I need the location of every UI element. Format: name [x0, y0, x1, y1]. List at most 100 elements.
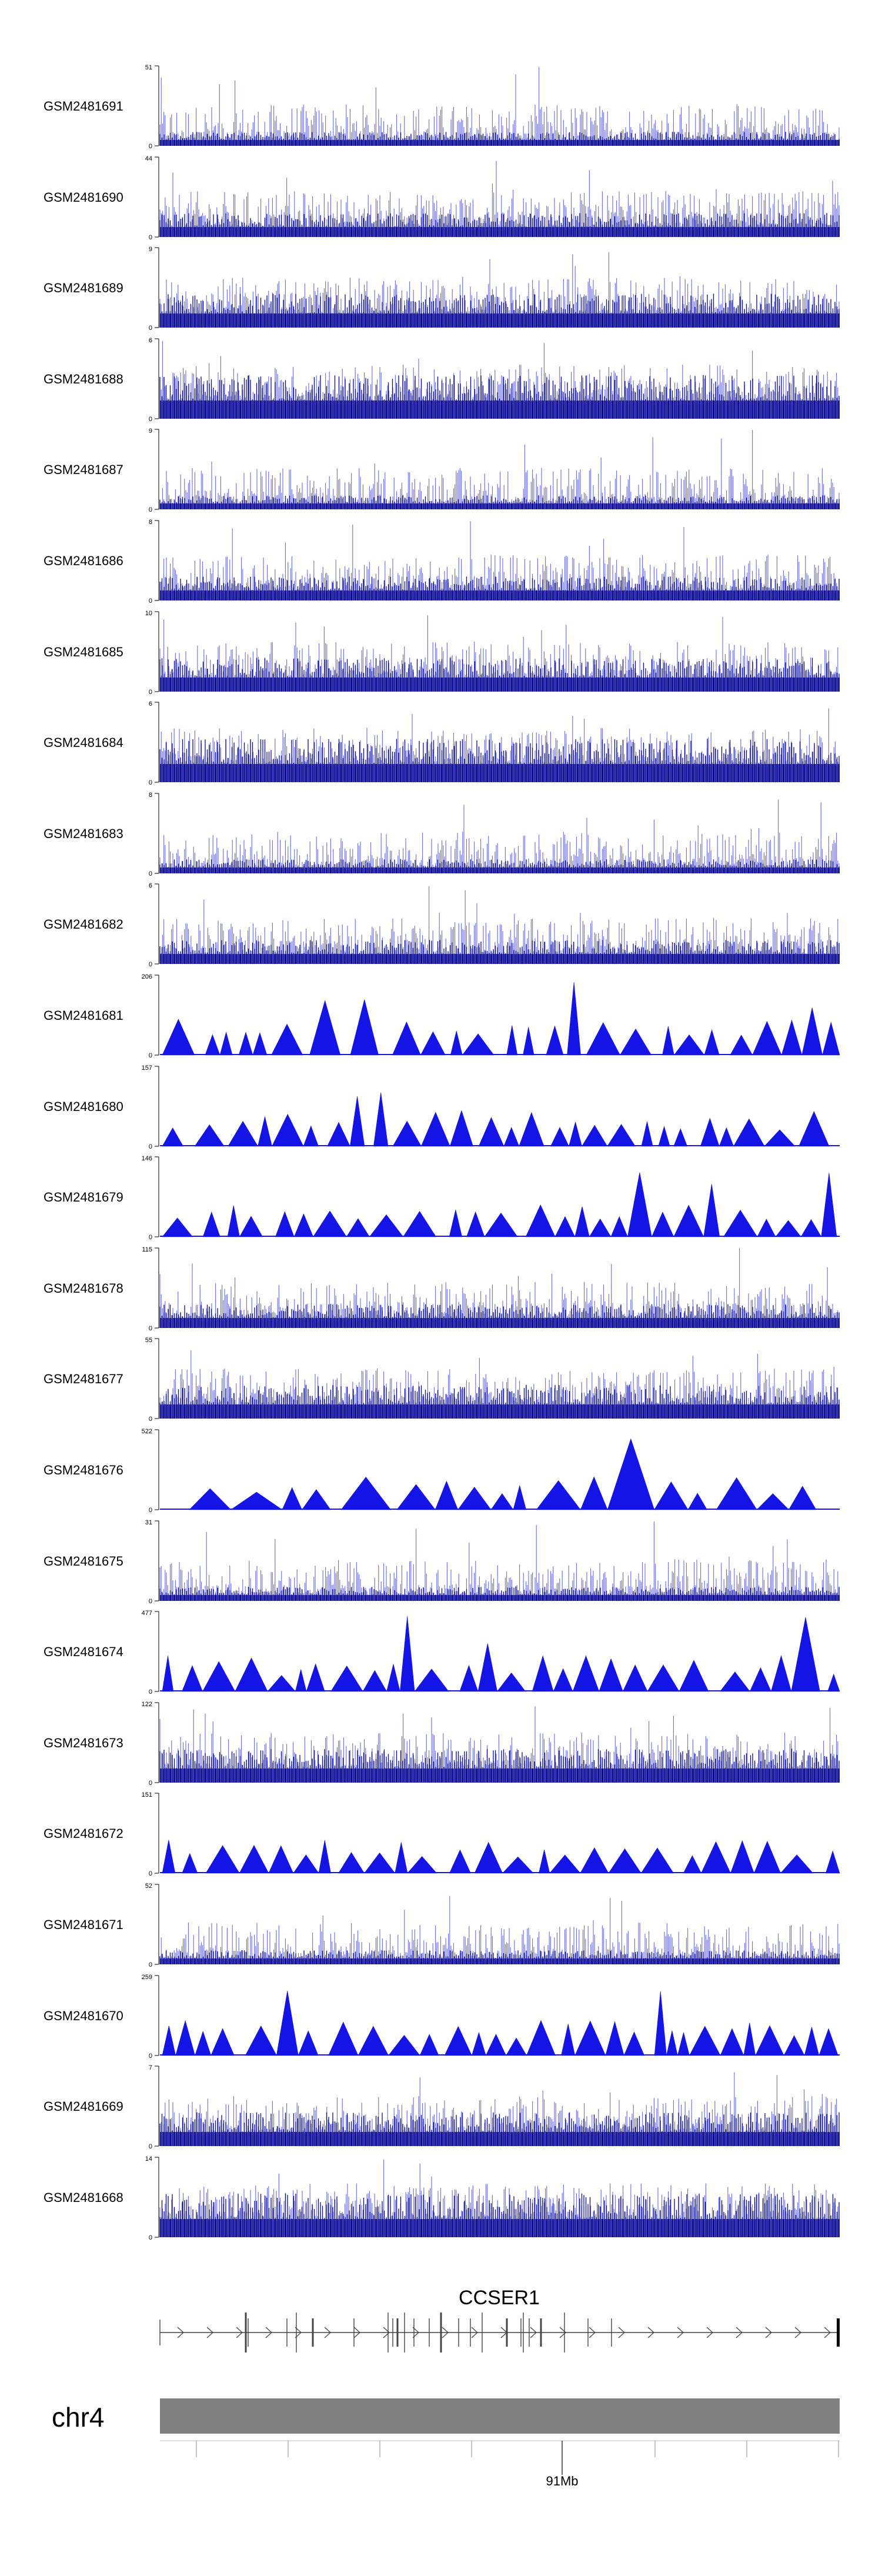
- track-label: GSM2481688: [44, 372, 123, 386]
- strand-arrow: [530, 2327, 537, 2338]
- track-GSM2481678: GSM2481678 115 0: [44, 1246, 840, 1332]
- signal-bars-dense: [159, 1749, 840, 1783]
- track-y-max-label: 52: [145, 1883, 152, 1890]
- track-GSM2481671: GSM2481671 52 0: [44, 1883, 840, 1968]
- signal-bars: [159, 430, 840, 509]
- track-label: GSM2481691: [44, 99, 123, 114]
- track-y-min-label: 0: [149, 1598, 152, 1605]
- signal-bars-dense: [159, 132, 840, 146]
- track-label: GSM2481673: [44, 1736, 123, 1750]
- track-y-max-label: 259: [142, 1974, 152, 1981]
- gene-track: CCSER1: [159, 2287, 840, 2353]
- track-y-min-label: 0: [149, 598, 152, 605]
- gene-name-label: CCSER1: [459, 2287, 540, 2309]
- signal-bars-dense: [159, 2112, 840, 2146]
- track-y-max-label: 146: [142, 1155, 152, 1162]
- genome-axis: 91Mb: [160, 2440, 840, 2488]
- strand-arrow: [794, 2327, 801, 2338]
- track-y-min-label: 0: [149, 1143, 152, 1150]
- signal-bars: [159, 886, 840, 964]
- axis-major-tick-label: 91Mb: [546, 2474, 578, 2488]
- signal-peaks: [162, 1840, 840, 1874]
- signal-bars: [159, 161, 840, 237]
- signal-bars: [159, 520, 840, 600]
- track-y-min-label: 0: [149, 779, 152, 786]
- track-label: GSM2481687: [44, 462, 123, 477]
- signal-bars-dense: [159, 1304, 840, 1328]
- track-y-min-label: 0: [149, 1870, 152, 1877]
- track-GSM2481691: GSM2481691 51 0: [44, 64, 840, 150]
- track-y-min-label: 0: [149, 1234, 152, 1241]
- track-y-min-label: 0: [149, 325, 152, 332]
- track-y-max-label: 6: [149, 337, 152, 344]
- track-y-max-label: 7: [149, 2064, 152, 2071]
- track-y-max-label: 122: [142, 1701, 152, 1708]
- track-y-max-label: 8: [149, 519, 152, 526]
- track-y-max-label: 477: [142, 1610, 152, 1617]
- track-label: GSM2481684: [44, 735, 123, 750]
- track-label: GSM2481683: [44, 826, 123, 841]
- track-label: GSM2481690: [44, 190, 123, 205]
- track-y-min-label: 0: [149, 234, 152, 241]
- track-label: GSM2481685: [44, 645, 123, 659]
- signal-peaks: [162, 1616, 840, 1692]
- track-label: GSM2481686: [44, 553, 123, 568]
- signal-bars-dense: [159, 576, 840, 600]
- strand-arrow: [736, 2327, 743, 2338]
- track-label: GSM2481672: [44, 1826, 123, 1841]
- track-y-max-label: 14: [145, 2155, 152, 2163]
- track-y-min-label: 0: [149, 1507, 152, 1514]
- track-y-max-label: 8: [149, 792, 152, 799]
- track-y-max-label: 157: [142, 1065, 152, 1072]
- track-y-max-label: 31: [145, 1519, 152, 1526]
- track-y-min-label: 0: [149, 143, 152, 150]
- strand-arrow: [647, 2327, 654, 2338]
- signal-bars-dense: [159, 495, 840, 509]
- signal-bars-dense: [159, 1587, 840, 1601]
- strand-arrow: [295, 2327, 302, 2338]
- signal-peaks: [189, 1438, 817, 1510]
- track-GSM2481682: GSM2481682 6 0: [44, 882, 840, 968]
- signal-bars: [159, 1896, 840, 1964]
- track-y-min-label: 0: [149, 1052, 152, 1059]
- signal-bars: [159, 67, 840, 146]
- signal-bars-dense: [159, 375, 840, 419]
- signal-bars-dense: [159, 940, 840, 964]
- track-y-min-label: 0: [149, 1416, 152, 1423]
- track-y-max-label: 55: [145, 1337, 152, 1344]
- track-GSM2481669: GSM2481669 7 0: [44, 2064, 840, 2150]
- track-GSM2481668: GSM2481668 14 0: [44, 2155, 840, 2241]
- track-GSM2481679: GSM2481679 146 0: [44, 1155, 840, 1241]
- strand-arrow: [236, 2327, 243, 2338]
- strand-arrow: [589, 2327, 596, 2338]
- signal-bars-dense: [159, 658, 840, 692]
- gene-end-exon: [837, 2318, 840, 2347]
- strand-arrow: [765, 2327, 772, 2338]
- signal-tracks: GSM2481691510GSM2481690440GSM248168990GS…: [44, 64, 840, 2241]
- track-y-min-label: 0: [149, 2143, 152, 2150]
- track-y-max-label: 9: [149, 246, 152, 253]
- track-y-min-label: 0: [149, 2053, 152, 2060]
- strand-arrow: [677, 2327, 684, 2338]
- track-y-min-label: 0: [149, 506, 152, 513]
- strand-arrow: [412, 2327, 419, 2338]
- signal-bars-dense: [159, 739, 840, 782]
- signal-bars: [159, 799, 840, 873]
- strand-arrow: [177, 2327, 184, 2338]
- genome-axis-ticks: [196, 2441, 839, 2457]
- track-GSM2481674: GSM2481674 477 0: [44, 1610, 840, 1696]
- ideogram-track: chr4: [52, 2398, 840, 2434]
- track-y-max-label: 522: [142, 1428, 152, 1435]
- track-GSM2481672: GSM2481672 151 0: [44, 1791, 840, 1877]
- track-y-min-label: 0: [149, 2234, 152, 2241]
- track-label: GSM2481678: [44, 1281, 123, 1296]
- track-y-max-label: 6: [149, 700, 152, 708]
- track-GSM2481688: GSM2481688 6 0: [44, 337, 840, 423]
- track-GSM2481675: GSM2481675 31 0: [44, 1519, 840, 1605]
- track-y-max-label: 10: [145, 610, 152, 617]
- track-y-min-label: 0: [149, 870, 152, 877]
- track-label: GSM2481681: [44, 1008, 123, 1023]
- track-GSM2481686: GSM2481686 8 0: [44, 519, 840, 605]
- signal-peaks: [162, 1172, 837, 1237]
